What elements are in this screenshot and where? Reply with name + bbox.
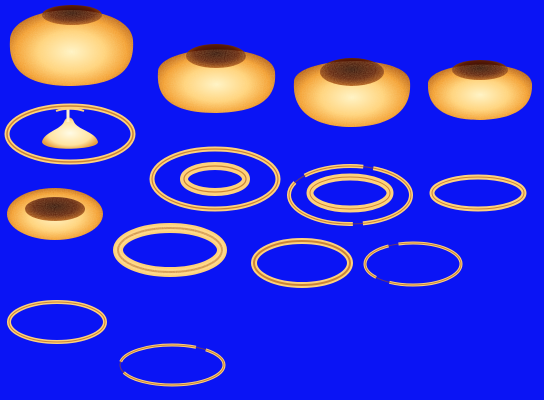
ring-1	[429, 174, 527, 212]
thick-ring-2	[113, 223, 227, 277]
double-ring-2	[287, 164, 413, 226]
toroid-3	[293, 58, 411, 127]
ring-5	[118, 343, 226, 387]
toroid-1	[9, 5, 134, 86]
double-ring-1	[149, 146, 281, 212]
ring-3	[363, 241, 463, 287]
ring-2	[251, 238, 353, 288]
ring-with-core-1	[4, 103, 136, 165]
toroid-4	[427, 60, 533, 120]
ring-4	[7, 300, 107, 344]
thick-ring-1	[7, 188, 103, 240]
toroid-2	[157, 44, 276, 113]
